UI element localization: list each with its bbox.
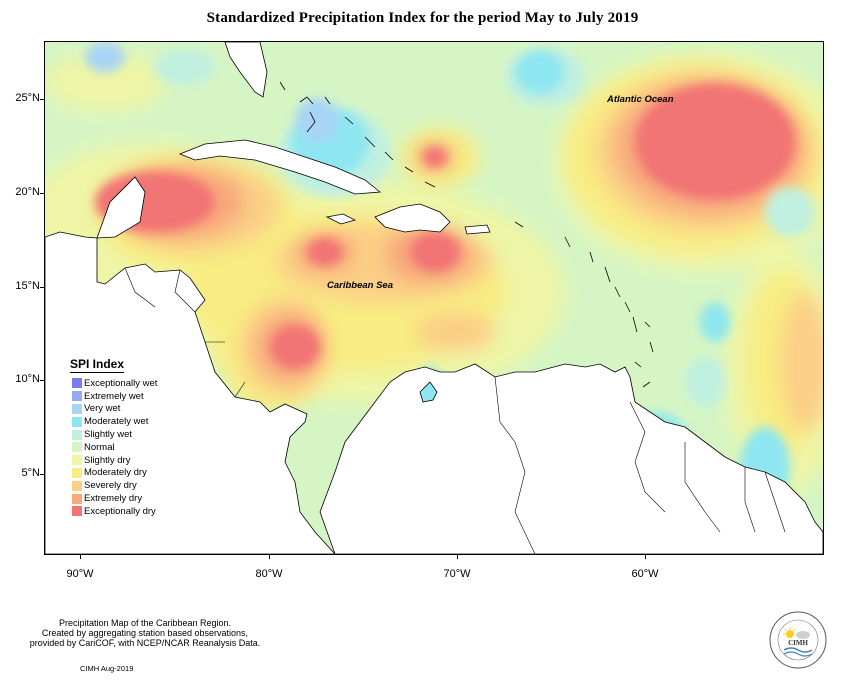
legend-item: Extremely dry bbox=[70, 492, 190, 505]
lat-label-15n: 15°N bbox=[15, 280, 40, 292]
lon-tick bbox=[645, 554, 646, 559]
legend-swatch bbox=[72, 467, 82, 478]
legend-label: Slightly dry bbox=[84, 454, 131, 466]
legend-swatch bbox=[72, 442, 82, 453]
legend-item: Exceptionally dry bbox=[70, 505, 190, 518]
legend-label: Normal bbox=[84, 441, 115, 453]
legend-label: Very wet bbox=[84, 403, 121, 415]
label-caribbean-sea: Caribbean Sea bbox=[327, 280, 393, 291]
legend-label: Slightly wet bbox=[84, 429, 133, 441]
legend-swatch bbox=[72, 429, 82, 440]
legend-swatch bbox=[72, 506, 82, 517]
cimh-logo-icon: CIMH bbox=[769, 611, 827, 669]
lat-tick bbox=[40, 99, 44, 100]
cimh-logo: CIMH bbox=[768, 610, 828, 670]
footer-line-1: Precipitation Map of the Caribbean Regio… bbox=[58, 618, 232, 628]
lon-tick bbox=[269, 554, 270, 559]
lon-label-60w: 60°W bbox=[631, 568, 659, 580]
legend-swatch bbox=[72, 493, 82, 504]
legend-label: Extremely dry bbox=[84, 493, 143, 505]
legend-label: Severely dry bbox=[84, 480, 137, 492]
lat-label-20n: 20°N bbox=[15, 186, 40, 198]
legend-label: Moderately wet bbox=[84, 416, 149, 428]
lat-tick bbox=[40, 193, 44, 194]
legend-title: SPI Index bbox=[70, 357, 125, 373]
spi-map-canvas bbox=[45, 42, 823, 554]
footer-line-3: provided by CariCOF, with NCEP/NCAR Rean… bbox=[29, 638, 261, 648]
legend-swatch bbox=[72, 391, 82, 402]
label-atlantic-ocean: Atlantic Ocean bbox=[607, 94, 674, 105]
map-footer: Precipitation Map of the Caribbean Regio… bbox=[20, 618, 270, 648]
legend-label: Exceptionally wet bbox=[84, 377, 158, 389]
legend-item: Exceptionally wet bbox=[70, 377, 190, 390]
lat-tick bbox=[40, 380, 44, 381]
legend-item: Slightly wet bbox=[70, 428, 190, 441]
lon-label-70w: 70°W bbox=[443, 568, 471, 580]
legend-swatch bbox=[72, 403, 82, 414]
legend-item: Extremely wet bbox=[70, 390, 190, 403]
svg-text:CIMH: CIMH bbox=[788, 639, 808, 647]
legend-list: Exceptionally wet Extremely wet Very wet Mo… bbox=[70, 377, 190, 518]
lat-label-10n: 10°N bbox=[15, 373, 40, 385]
spi-legend: SPI Index Exceptionally wet Extremely wet… bbox=[70, 355, 190, 518]
lon-label-90w: 90°W bbox=[66, 568, 94, 580]
lon-label-80w: 80°W bbox=[255, 568, 283, 580]
map-title: Standardized Precipitation Index for the… bbox=[206, 10, 639, 26]
credit-text: CIMH Aug-2019 bbox=[80, 664, 134, 673]
legend-swatch bbox=[72, 416, 82, 427]
legend-label: Moderately dry bbox=[84, 467, 147, 479]
legend-swatch bbox=[72, 455, 82, 466]
lat-label-25n: 25°N bbox=[15, 92, 40, 104]
legend-item: Normal bbox=[70, 441, 190, 454]
lon-tick bbox=[457, 554, 458, 559]
legend-item: Severely dry bbox=[70, 479, 190, 492]
lat-tick bbox=[40, 287, 44, 288]
lat-tick bbox=[40, 474, 44, 475]
lon-tick bbox=[80, 554, 81, 559]
spi-map: Atlantic Ocean Caribbean Sea bbox=[44, 41, 824, 555]
legend-label: Extremely wet bbox=[84, 390, 144, 402]
legend-item: Moderately wet bbox=[70, 415, 190, 428]
legend-item: Very wet bbox=[70, 403, 190, 416]
lat-label-5n: 5°N bbox=[21, 467, 40, 479]
footer-line-2: Created by aggregating station based obs… bbox=[41, 628, 249, 638]
legend-swatch bbox=[72, 378, 82, 389]
legend-item: Moderately dry bbox=[70, 467, 190, 480]
legend-item: Slightly dry bbox=[70, 454, 190, 467]
legend-swatch bbox=[72, 480, 82, 491]
legend-label: Exceptionally dry bbox=[84, 505, 156, 517]
